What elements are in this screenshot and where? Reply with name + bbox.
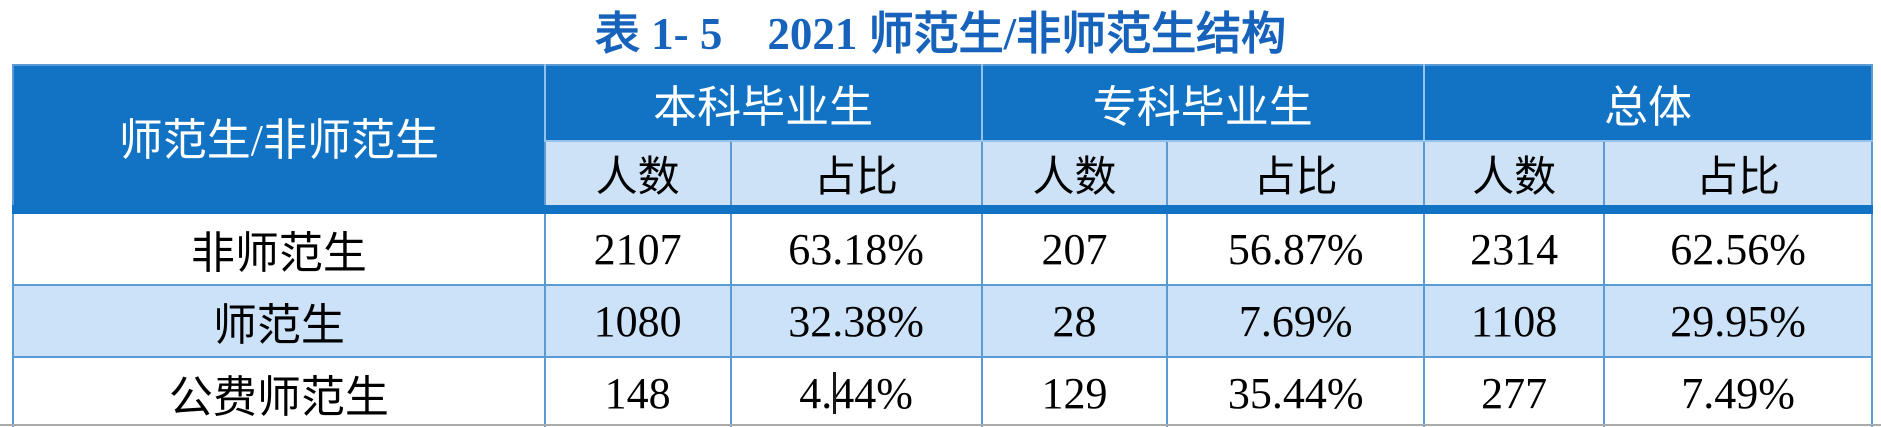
table-row-non-normal: 非师范生 2107 63.18% 207 56.87% 2314 62.56% <box>12 208 1873 286</box>
cell[interactable]: 1080 <box>543 284 732 358</box>
subheader-college-count[interactable]: 人数 <box>980 140 1168 214</box>
subheader-overall-count[interactable]: 人数 <box>1422 140 1605 214</box>
cell[interactable]: 4.44% <box>729 356 983 427</box>
row-label[interactable]: 非师范生 <box>12 208 546 286</box>
row-header-cell[interactable]: 师范生/非师范生 <box>13 65 545 214</box>
cell[interactable]: 207 <box>980 208 1169 286</box>
cell[interactable]: 29.95% <box>1603 284 1873 358</box>
row-label[interactable]: 公费师范生 <box>12 356 546 427</box>
group-header-junior-college[interactable]: 专科毕业生 <box>980 65 1424 141</box>
cell[interactable]: 277 <box>1422 356 1606 427</box>
group-header-overall[interactable]: 总体 <box>1422 65 1872 141</box>
group-header-row: 师范生/非师范生 本科毕业生 专科毕业生 总体 <box>13 65 1872 214</box>
cell[interactable]: 62.56% <box>1603 208 1873 286</box>
cell[interactable]: 35.44% <box>1166 356 1425 427</box>
subheader-undergrad-percent[interactable]: 占比 <box>729 140 982 214</box>
subheader-overall-percent[interactable]: 占比 <box>1603 140 1872 214</box>
subheader-undergrad-count[interactable]: 人数 <box>543 140 731 214</box>
sub-header-row: 人数 占比 人数 占比 人数 占比 <box>13 140 1872 214</box>
row-label[interactable]: 师范生 <box>12 284 546 358</box>
subheader-college-percent[interactable]: 占比 <box>1166 140 1424 214</box>
group-header-undergraduate[interactable]: 本科毕业生 <box>543 65 982 141</box>
table-caption: 表 1- 5 2021 师范生/非师范生结构 <box>594 9 1287 59</box>
table-row-normal: 师范生 1080 32.38% 28 7.69% 1108 29.95% <box>12 284 1873 358</box>
table-row-publicly-funded: 公费师范生 148 4.44% 129 35.44% 277 7.49% <box>12 356 1873 427</box>
text-caret <box>833 372 837 414</box>
data-table: 师范生/非师范生 本科毕业生 专科毕业生 总体 人数 占比 人数 占比 人数 占… <box>12 64 1873 427</box>
cell[interactable]: 2107 <box>543 208 732 286</box>
cell[interactable]: 2314 <box>1422 208 1606 286</box>
cell[interactable]: 28 <box>980 284 1169 358</box>
cell[interactable]: 148 <box>543 356 732 427</box>
cell[interactable]: 63.18% <box>729 208 983 286</box>
cell[interactable]: 7.49% <box>1603 356 1873 427</box>
cell[interactable]: 56.87% <box>1166 208 1425 286</box>
cell[interactable]: 1108 <box>1422 284 1606 358</box>
document-bottom-rule <box>0 424 1881 426</box>
cell[interactable]: 32.38% <box>729 284 983 358</box>
cell[interactable]: 129 <box>980 356 1169 427</box>
cell[interactable]: 7.69% <box>1166 284 1425 358</box>
